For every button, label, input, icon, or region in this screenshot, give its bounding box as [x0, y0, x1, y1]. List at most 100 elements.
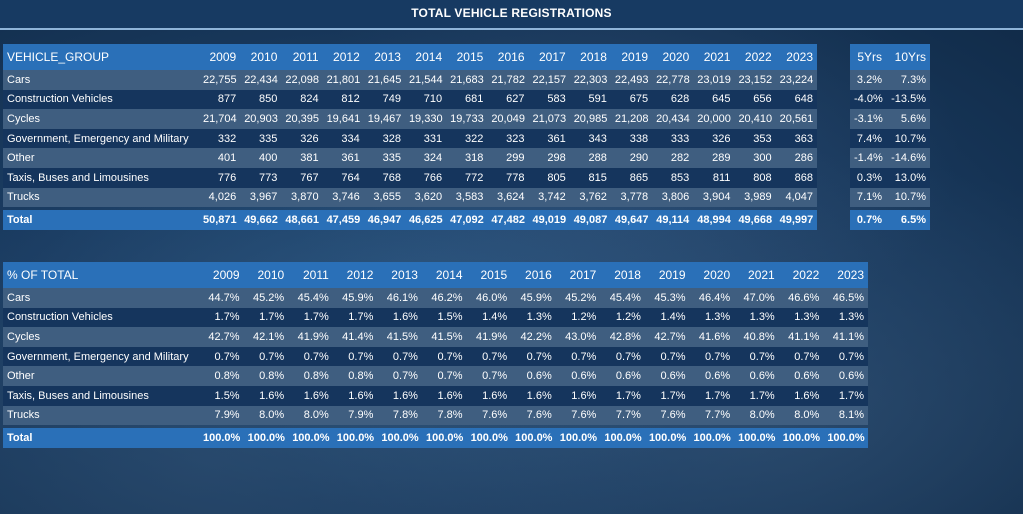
growth-row[interactable]: 3.2% 7.3%: [850, 70, 930, 90]
header-year-2014[interactable]: 2014: [435, 268, 463, 282]
header-year-2011[interactable]: 2011: [302, 268, 329, 282]
table-cell: 648: [794, 93, 813, 106]
table-cell: 1.4%: [482, 311, 508, 324]
growth-total-cell: 0.7%: [856, 213, 882, 226]
header-year-2020[interactable]: 2020: [662, 50, 690, 64]
table-cell: 20,000: [697, 112, 731, 125]
header-year-2023[interactable]: 2023: [837, 268, 864, 282]
header-year-2012[interactable]: 2012: [346, 268, 374, 282]
table-cell: 46.0%: [475, 291, 508, 304]
header-year-2016[interactable]: 2016: [525, 268, 552, 282]
growth-row[interactable]: -4.0% -13.5%: [850, 89, 930, 110]
total-cell: 100.0%: [693, 431, 731, 444]
table-row[interactable]: Other 0.8% 0.8% 0.8% 0.8% 0.7% 0.7% 0.7% 0.6% 0.6…: [3, 366, 868, 386]
table-cell: 21,645: [367, 73, 402, 86]
growth-row[interactable]: -3.1% 5.6%: [850, 109, 930, 129]
growth-cell: -14.6%: [891, 152, 926, 165]
table-row[interactable]: Construction Vehicles 1.7% 1.7% 1.7% 1.7% 1.6…: [3, 307, 868, 328]
table-row[interactable]: Trucks 4,026 3,967 3,870 3,746 3,655 3,620 3,58…: [3, 187, 817, 208]
header-year-2009[interactable]: 2009: [212, 268, 240, 282]
table-row[interactable]: Taxis, Buses and Limousines 776 773 767 764 7…: [3, 167, 817, 188]
table-cell: 811: [712, 171, 731, 184]
header-year-2018[interactable]: 2018: [614, 268, 641, 282]
table-cell: 1.7%: [660, 389, 686, 402]
header-year-2012[interactable]: 2012: [333, 50, 360, 64]
row-label: Cars: [7, 291, 31, 304]
table-cell: 298: [547, 152, 566, 165]
table-cell: 0.6%: [526, 370, 552, 383]
header-year-2015[interactable]: 2015: [456, 50, 484, 64]
total-row[interactable]: Total 50,871 49,662 48,661 47,459 46,947 46,62…: [3, 210, 817, 230]
growth-total-row[interactable]: 0.7% 6.5%: [850, 210, 930, 230]
header-year-2017[interactable]: 2017: [538, 50, 566, 64]
header-year-2013[interactable]: 2013: [391, 268, 418, 282]
row-label: Taxis, Buses and Limousines: [7, 389, 149, 402]
header-vehicle-group[interactable]: VEHICLE_GROUP: [7, 50, 110, 64]
table-cell: 1.2%: [571, 311, 597, 324]
header-year-2022[interactable]: 2022: [744, 50, 772, 64]
table-cell: 0.6%: [615, 370, 641, 383]
table-cell: 0.7%: [259, 350, 285, 363]
table-cell: 41.6%: [698, 330, 731, 343]
total-cell: 100.0%: [738, 431, 776, 444]
table-cell: 338: [629, 132, 649, 145]
table-cell: 0.6%: [660, 370, 686, 383]
header-5yrs[interactable]: 5Yrs: [857, 50, 882, 64]
table-cell: 0.7%: [749, 350, 775, 363]
table-cell: 20,434: [656, 112, 690, 125]
table-row[interactable]: Cycles 21,704 20,903 20,395 19,641 19,467 19,3…: [3, 109, 817, 129]
growth-row[interactable]: 7.4% 10.7%: [850, 128, 930, 149]
table-cell: 868: [794, 171, 813, 184]
header-year-2010[interactable]: 2010: [250, 50, 278, 64]
header-year-2010[interactable]: 2010: [257, 268, 285, 282]
header-year-2021[interactable]: 2021: [748, 268, 775, 282]
header-year-2017[interactable]: 2017: [569, 268, 597, 282]
table-row[interactable]: Government, Emergency and Military 0.7% 0.…: [3, 346, 868, 367]
table-cell: 627: [506, 93, 525, 106]
total-label: Total: [7, 213, 33, 226]
header-year-2019[interactable]: 2019: [658, 268, 686, 282]
header-year-2011[interactable]: 2011: [292, 50, 319, 64]
table-cell: 4,047: [785, 191, 813, 204]
total-row[interactable]: Total 100.0% 100.0% 100.0% 100.0% 100.0% 100.0…: [3, 428, 868, 448]
header-percent-of-total[interactable]: % OF TOTAL: [7, 268, 79, 282]
table-row[interactable]: Government, Emergency and Military 332 335…: [3, 128, 817, 149]
table-cell: 1.6%: [526, 389, 552, 402]
table-cell: 710: [423, 93, 443, 106]
header-year-2019[interactable]: 2019: [621, 50, 649, 64]
header-year-2018[interactable]: 2018: [580, 50, 607, 64]
header-year-2023[interactable]: 2023: [786, 50, 813, 64]
table-cell: 1.6%: [437, 389, 463, 402]
table-row[interactable]: Cycles 42.7% 42.1% 41.9% 41.4% 41.5% 41.5% 41.9…: [3, 327, 868, 347]
table-row[interactable]: Cars 22,755 22,434 22,098 21,801 21,645 21,544…: [3, 70, 817, 90]
growth-row[interactable]: 7.1% 10.7%: [850, 187, 930, 208]
growth-row[interactable]: -1.4% -14.6%: [850, 148, 930, 168]
growth-row[interactable]: 0.3% 13.0%: [850, 167, 930, 188]
header-year-2022[interactable]: 2022: [792, 268, 820, 282]
growth-cell: 3.2%: [856, 73, 882, 86]
total-cell: 46,947: [367, 213, 402, 226]
header-year-2020[interactable]: 2020: [703, 268, 731, 282]
table-cell: 865: [629, 171, 649, 184]
table-cell: 773: [259, 171, 278, 184]
total-cell: 47,459: [326, 213, 361, 226]
table-row[interactable]: Other 401 400 381 361 335 324 318 299 298 288 290 28…: [3, 148, 817, 168]
table-cell: 0.7%: [303, 350, 329, 363]
table-row[interactable]: Taxis, Buses and Limousines 1.5% 1.6% 1.6% 1…: [3, 385, 868, 406]
header-year-2013[interactable]: 2013: [374, 50, 401, 64]
table-cell: 334: [341, 132, 360, 145]
header-year-2016[interactable]: 2016: [497, 50, 525, 64]
table-row[interactable]: Cars 44.7% 45.2% 45.4% 45.9% 46.1% 46.2% 46.0% 4…: [3, 288, 868, 308]
table-cell: 0.8%: [259, 370, 285, 383]
total-cell: 100.0%: [292, 431, 330, 444]
header-year-2014[interactable]: 2014: [415, 50, 443, 64]
table-cell: 0.8%: [303, 370, 329, 383]
row-label: Government, Emergency and Military: [7, 132, 189, 145]
table-row[interactable]: Trucks 7.9% 8.0% 8.0% 7.9% 7.8% 7.8% 7.6% 7.6% 7.…: [3, 405, 868, 426]
header-year-2015[interactable]: 2015: [480, 268, 508, 282]
header-10yrs[interactable]: 10Yrs: [894, 50, 926, 64]
table-cell: 20,903: [244, 112, 278, 125]
table-row[interactable]: Construction Vehicles 877 850 824 812 749 710 6…: [3, 89, 817, 110]
header-year-2009[interactable]: 2009: [209, 50, 237, 64]
header-year-2021[interactable]: 2021: [703, 50, 731, 64]
